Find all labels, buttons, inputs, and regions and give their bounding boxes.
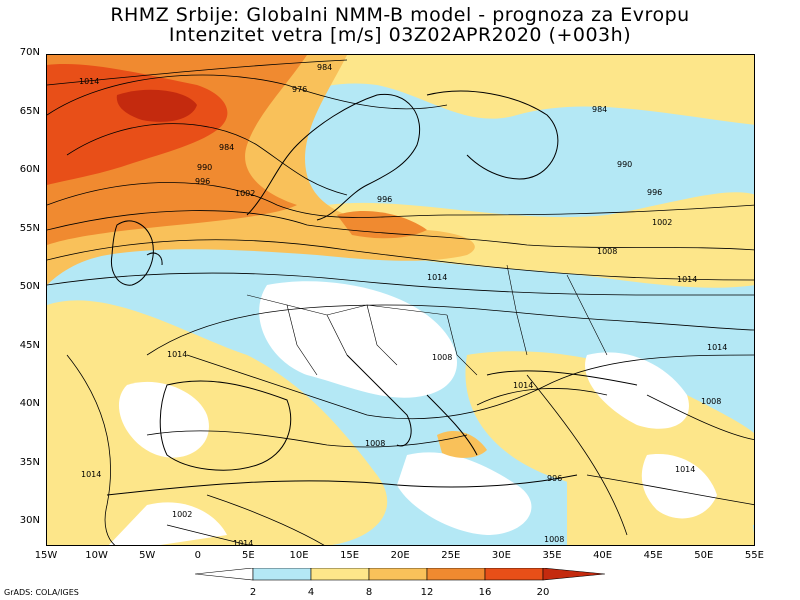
isobar-label: 976 xyxy=(292,85,308,94)
colorbar-tick-label: 2 xyxy=(249,587,257,598)
lon-tick-label: 30E xyxy=(491,550,511,561)
isobar-label: 1008 xyxy=(701,397,722,406)
isobar-label: 1008 xyxy=(597,247,618,256)
isobar-label: 984 xyxy=(592,105,608,114)
wind-speed-colorbar xyxy=(195,568,605,581)
lat-tick-label: 55N xyxy=(19,222,40,234)
map-canvas xyxy=(47,55,754,545)
colorbar-segment xyxy=(426,568,486,581)
colorbar-segment xyxy=(484,568,544,581)
lon-tick-label: 0 xyxy=(194,550,201,561)
lon-tick-label: 5E xyxy=(242,550,255,561)
lat-tick-label: 70N xyxy=(19,47,40,58)
colorbar-segment xyxy=(252,568,312,581)
lat-tick-label: 65N xyxy=(19,105,40,117)
lon-tick-label: 50E xyxy=(694,550,714,561)
lon-tick-label: 15E xyxy=(340,550,360,561)
coastlines xyxy=(106,90,638,496)
isobar-label: 1008 xyxy=(432,353,453,362)
credit-text: GrADS: COLA/IGES xyxy=(4,588,79,597)
isobar-label: 996 xyxy=(377,195,393,204)
isobar-label: 1014 xyxy=(513,381,534,390)
map-subtitle: Intenzitet vetra [m/s] 03Z02APR2020 (+00… xyxy=(168,24,632,46)
colorbar-segment xyxy=(195,568,254,581)
colorbar-tick-label: 8 xyxy=(365,587,373,598)
lon-tick-label: 55E xyxy=(744,550,764,561)
lon-tick-label: 45E xyxy=(643,550,663,561)
isobar-label: 990 xyxy=(617,160,633,169)
isobar-label: 1008 xyxy=(365,439,386,448)
lat-tick-label: 35N xyxy=(19,456,40,468)
colorbar-segment xyxy=(542,568,605,581)
colorbar-segment xyxy=(368,568,428,581)
lon-tick-label: 15W xyxy=(34,550,58,561)
lon-tick-label: 35E xyxy=(542,550,562,561)
lon-tick-label: 20E xyxy=(390,550,410,561)
lat-tick-label: 40N xyxy=(19,398,40,409)
colorbar-tick-label: 12 xyxy=(420,587,434,598)
lat-tick-label: 60N xyxy=(19,164,40,175)
lon-tick-label: 10E xyxy=(289,550,309,561)
isobar-label: 996 xyxy=(647,188,663,197)
isobar-label: 1014 xyxy=(79,77,100,86)
isobar-label: 996 xyxy=(547,474,563,483)
lon-tick-label: 40E xyxy=(593,550,613,561)
country-borders xyxy=(246,264,608,376)
isobar-label: 1014 xyxy=(233,539,254,546)
lon-tick-label: 25E xyxy=(441,550,461,561)
isobar-label: 1014 xyxy=(677,275,698,284)
lon-tick-label: 10W xyxy=(85,550,108,561)
colorbar-segment xyxy=(310,568,370,581)
lon-tick-label: 5W xyxy=(139,550,156,561)
isobars xyxy=(47,59,754,545)
lat-tick-label: 30N xyxy=(19,515,40,526)
isobar-label: 984 xyxy=(317,63,333,72)
isobar-label: 990 xyxy=(197,163,213,172)
isobar-label: 996 xyxy=(195,177,211,186)
map-title: RHMZ Srbije: Globalni NMM-B model - prog… xyxy=(110,4,690,26)
colorbar-tick-label: 4 xyxy=(307,587,315,598)
isobar-label: 1014 xyxy=(427,273,448,282)
lat-tick-label: 45N xyxy=(19,339,40,351)
colorbar-tick-label: 20 xyxy=(536,587,550,598)
isobar-label: 1002 xyxy=(235,189,256,198)
lat-tick-label: 50N xyxy=(19,281,40,292)
isobar-label: 1014 xyxy=(675,465,696,474)
isobar-label: 1014 xyxy=(167,350,188,359)
colorbar-tick-label: 16 xyxy=(478,587,492,598)
isobar-label: 1014 xyxy=(707,343,728,352)
isobar-label: 1014 xyxy=(81,470,102,479)
isobar-label: 1008 xyxy=(544,535,565,544)
isobar-label: 1002 xyxy=(652,218,673,227)
isobar-label: 1002 xyxy=(172,510,193,519)
wind-intensity-map: 984 976 984 990 996 1002 990 996 1002 1008 1014 101… xyxy=(46,54,755,546)
wind-band-8-16 xyxy=(47,55,487,458)
isobar-label: 984 xyxy=(219,143,235,152)
